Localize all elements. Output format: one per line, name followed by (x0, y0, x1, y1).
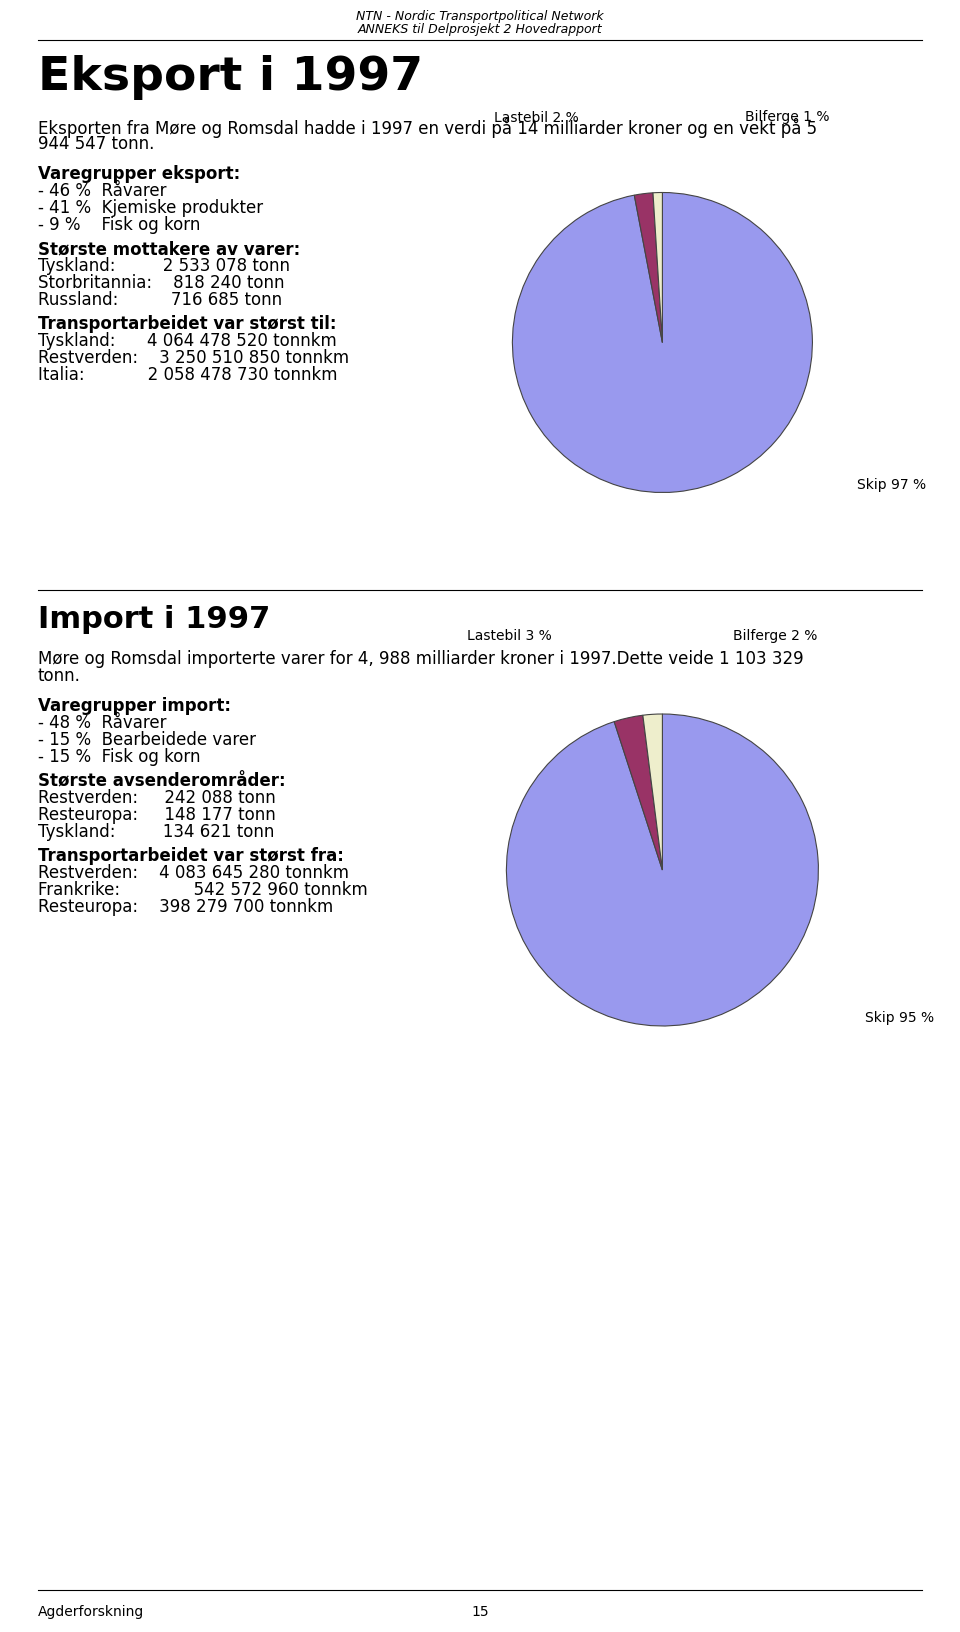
Text: Restverden:    4 083 645 280 tonnkm: Restverden: 4 083 645 280 tonnkm (38, 863, 349, 881)
Text: Agderforskning: Agderforskning (38, 1604, 144, 1619)
Text: Restverden:     242 088 tonn: Restverden: 242 088 tonn (38, 788, 276, 806)
Text: Tyskland:      4 064 478 520 tonnkm: Tyskland: 4 064 478 520 tonnkm (38, 331, 337, 349)
Text: Resteuropa:     148 177 tonn: Resteuropa: 148 177 tonn (38, 806, 276, 824)
Text: 15: 15 (471, 1604, 489, 1619)
Text: - 48 %  Råvarer: - 48 % Råvarer (38, 715, 166, 733)
Text: Tyskland:         2 533 078 tonn: Tyskland: 2 533 078 tonn (38, 256, 290, 276)
Text: Eksporten fra Møre og Romsdal hadde i 1997 en verdi på 14 milliarder kroner og e: Eksporten fra Møre og Romsdal hadde i 19… (38, 118, 817, 139)
Wedge shape (614, 715, 662, 870)
Text: Import i 1997: Import i 1997 (38, 605, 271, 633)
Wedge shape (513, 193, 812, 493)
Wedge shape (507, 715, 818, 1027)
Text: Bilferge 2 %: Bilferge 2 % (732, 628, 817, 643)
Text: - 41 %  Kjemiske produkter: - 41 % Kjemiske produkter (38, 199, 263, 217)
Text: Frankrike:              542 572 960 tonnkm: Frankrike: 542 572 960 tonnkm (38, 881, 368, 899)
Text: Russland:          716 685 tonn: Russland: 716 685 tonn (38, 290, 282, 308)
Text: Storbritannia:    818 240 tonn: Storbritannia: 818 240 tonn (38, 274, 284, 292)
Text: - 15 %  Fisk og korn: - 15 % Fisk og korn (38, 747, 201, 765)
Text: Bilferge 1 %: Bilferge 1 % (745, 111, 829, 124)
Text: Skip 95 %: Skip 95 % (865, 1012, 934, 1025)
Text: Skip 97 %: Skip 97 % (857, 478, 926, 491)
Text: Møre og Romsdal importerte varer for 4, 988 milliarder kroner i 1997.Dette veide: Møre og Romsdal importerte varer for 4, … (38, 650, 804, 667)
Text: Største avsenderområder:: Største avsenderområder: (38, 772, 286, 790)
Text: 944 547 tonn.: 944 547 tonn. (38, 135, 155, 153)
Text: Eksport i 1997: Eksport i 1997 (38, 55, 423, 100)
Text: - 15 %  Bearbeidede varer: - 15 % Bearbeidede varer (38, 731, 256, 749)
Text: - 9 %    Fisk og korn: - 9 % Fisk og korn (38, 215, 201, 233)
Text: Italia:            2 058 478 730 tonnkm: Italia: 2 058 478 730 tonnkm (38, 366, 338, 384)
Text: Lastebil 2 %: Lastebil 2 % (493, 111, 578, 124)
Text: Varegrupper import:: Varegrupper import: (38, 697, 231, 715)
Text: Lastebil 3 %: Lastebil 3 % (468, 628, 552, 643)
Text: ANNEKS til Delprosjekt 2 Hovedrapport: ANNEKS til Delprosjekt 2 Hovedrapport (358, 23, 602, 36)
Text: Største mottakere av varer:: Største mottakere av varer: (38, 240, 300, 258)
Text: - 46 %  Råvarer: - 46 % Råvarer (38, 183, 166, 201)
Text: Restverden:    3 250 510 850 tonnkm: Restverden: 3 250 510 850 tonnkm (38, 349, 349, 367)
Wedge shape (643, 715, 662, 870)
Text: Tyskland:         134 621 tonn: Tyskland: 134 621 tonn (38, 823, 275, 840)
Wedge shape (635, 193, 662, 343)
Text: Transportarbeidet var størst fra:: Transportarbeidet var størst fra: (38, 847, 344, 865)
Text: tonn.: tonn. (38, 667, 81, 685)
Text: Varegrupper eksport:: Varegrupper eksport: (38, 165, 240, 183)
Text: Resteuropa:    398 279 700 tonnkm: Resteuropa: 398 279 700 tonnkm (38, 898, 333, 916)
Text: NTN - Nordic Transportpolitical Network: NTN - Nordic Transportpolitical Network (356, 10, 604, 23)
Wedge shape (653, 193, 662, 343)
Text: Transportarbeidet var størst til:: Transportarbeidet var størst til: (38, 315, 337, 333)
